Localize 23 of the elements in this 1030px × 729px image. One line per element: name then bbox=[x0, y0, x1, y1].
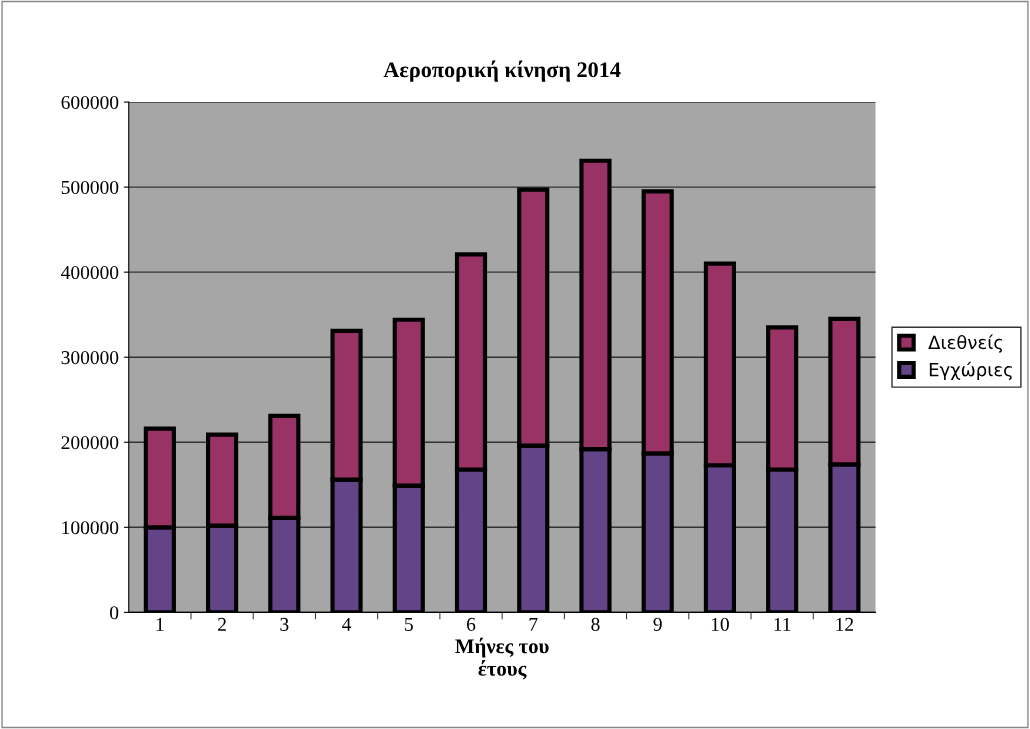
y-tick-label: 400000 bbox=[61, 265, 119, 280]
x-tick-label: 7 bbox=[529, 617, 538, 631]
legend-label: Εγχώριες bbox=[929, 361, 1012, 380]
y-tick-label: 300000 bbox=[61, 351, 119, 365]
x-tick-label: 3 bbox=[280, 617, 289, 631]
x-tick-label: 10 bbox=[711, 617, 729, 631]
y-tick-label: 0 bbox=[110, 606, 119, 620]
x-tick-label: 4 bbox=[342, 617, 352, 631]
legend-label: Διεθνείς bbox=[928, 334, 1003, 353]
chart-title: Αεροπορική κίνηση 2014 bbox=[383, 60, 621, 82]
x-tick-label: 9 bbox=[653, 617, 662, 631]
x-tick-label: 2 bbox=[218, 617, 226, 631]
x-tick-label: 6 bbox=[466, 617, 476, 631]
x-tick-label: 12 bbox=[836, 617, 854, 631]
y-tick-label: 200000 bbox=[61, 436, 119, 450]
x-tick-label: 1 bbox=[156, 617, 164, 631]
y-tick-label: 100000 bbox=[62, 521, 119, 535]
x-tick-label: 8 bbox=[591, 617, 600, 631]
x-axis-title: Μήνες του έτους bbox=[455, 637, 549, 680]
y-tick-label: 600000 bbox=[61, 95, 119, 109]
y-tick-label: 500000 bbox=[61, 180, 119, 195]
x-tick-label: 11 bbox=[774, 617, 791, 631]
x-tick-label: 5 bbox=[405, 617, 413, 631]
